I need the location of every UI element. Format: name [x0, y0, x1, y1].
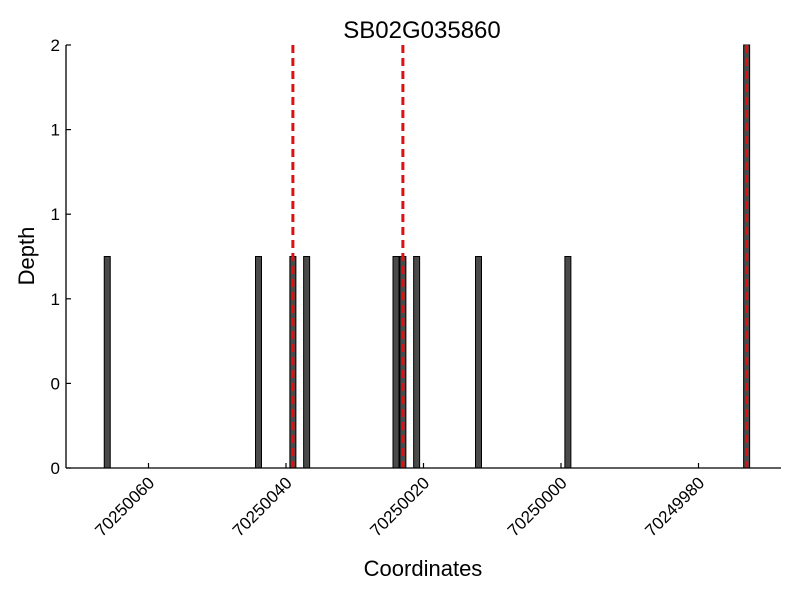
x-ticks-group: 70250060 70250040 70250020 70250000 70249980: [91, 463, 708, 540]
bar: [103, 256, 111, 469]
y-axis-label: Depth: [14, 227, 39, 286]
y-tick-label: 2: [51, 36, 60, 55]
x-tick-label: 70250000: [504, 473, 571, 540]
y-tick-label: 1: [51, 205, 60, 224]
axes-group: [65, 45, 781, 469]
bar: [303, 256, 311, 469]
x-tick-label: 70250020: [366, 473, 433, 540]
x-axis-label: Coordinates: [364, 556, 483, 581]
x-tick-label: 70249980: [641, 473, 708, 540]
bars-group: [103, 44, 751, 469]
x-tick-label: 70250040: [229, 473, 296, 540]
y-tick-label: 1: [51, 121, 60, 140]
y-tick-label: 0: [51, 459, 60, 478]
bar: [413, 256, 421, 469]
bar: [475, 256, 482, 469]
y-tick-label: 1: [51, 290, 60, 309]
x-tick-label: 70250060: [91, 473, 158, 540]
y-tick-label: 0: [51, 374, 60, 393]
chart-title: SB02G035860: [343, 17, 500, 44]
bar: [564, 256, 572, 469]
bar: [392, 256, 400, 469]
bar: [255, 256, 262, 469]
markers-group: [291, 45, 749, 468]
y-ticks-group: 0 0 1 1 1 2: [51, 36, 71, 478]
